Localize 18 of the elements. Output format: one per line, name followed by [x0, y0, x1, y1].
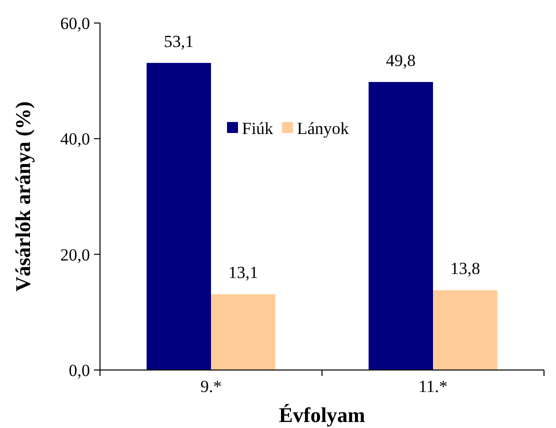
bar: [368, 82, 433, 370]
data-label: 53,1: [164, 32, 194, 51]
bar: [211, 294, 276, 370]
y-tick-label: 20,0: [60, 245, 90, 264]
bar: [146, 62, 211, 370]
bar: [433, 290, 498, 370]
data-label: 49,8: [386, 50, 416, 70]
x-tick-label: 11.*: [418, 377, 448, 396]
legend-label: Fiúk: [242, 118, 274, 138]
y-tick-label: 60,0: [60, 14, 90, 33]
x-tick-label: 9.*: [200, 377, 222, 396]
y-tick-label: 0,0: [68, 360, 90, 380]
data-label: 13,8: [450, 259, 480, 278]
y-tick-label: 40,0: [60, 130, 90, 149]
y-axis-title: Vásárlók aránya (%): [11, 101, 35, 292]
legend-label: Lányok: [297, 118, 350, 138]
data-label: 13,1: [228, 263, 258, 282]
x-axis-title: Évfolyam: [278, 403, 366, 427]
